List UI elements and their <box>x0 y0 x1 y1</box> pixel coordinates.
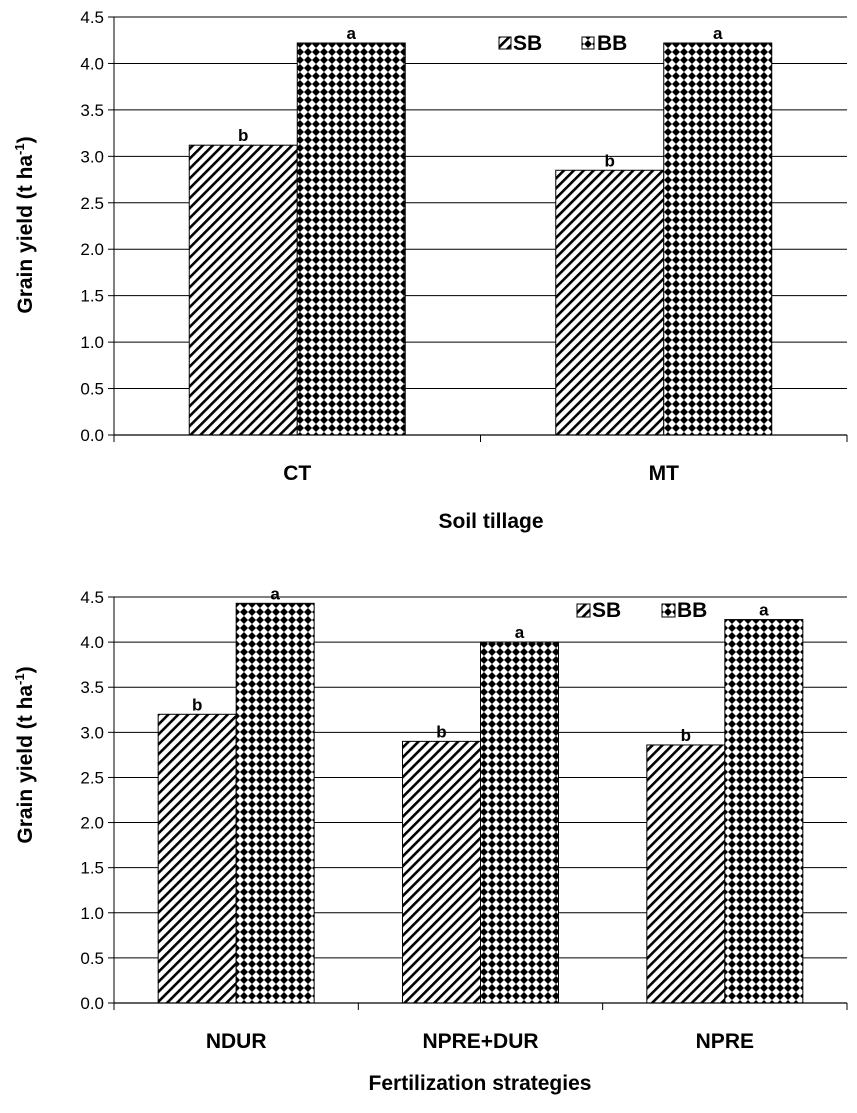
significance-letter: a <box>515 623 525 642</box>
legend-swatch-bb <box>581 36 595 50</box>
significance-letter: b <box>605 151 615 170</box>
y-tick-label: 3.5 <box>80 678 104 697</box>
y-tick-label: 0.0 <box>80 994 104 1013</box>
x-axis-title: Soil tillage <box>438 510 543 533</box>
chart-soil-tillage: Grain yield (t ha-1) b a b a 0.0 0.5 1.0 1.5 2.… <box>12 8 848 533</box>
bar-sb <box>157 713 237 1004</box>
y-tick-label: 0.5 <box>80 380 104 399</box>
significance-letter: b <box>436 722 446 741</box>
significance-letter: a <box>759 601 769 620</box>
significance-letter: b <box>238 126 248 145</box>
chart-fertilization-strategies: Grain yield (t ha-1) b a b a b a 0.0 0.5 1.0 1.5… <box>12 584 848 1095</box>
y-tick-label: 4.0 <box>80 54 104 73</box>
y-tick-label: 1.0 <box>80 904 104 923</box>
legend-swatch-sb <box>498 36 512 50</box>
bar-bb <box>235 602 315 1004</box>
legend-swatch-bb <box>661 603 676 618</box>
y-tick-label: 0.5 <box>80 949 104 968</box>
significance-letter: a <box>347 24 357 43</box>
legend-label-bb: BB <box>677 599 707 622</box>
y-tick-label: 4.5 <box>80 588 104 607</box>
legend-label-bb: BB <box>597 32 627 55</box>
y-tick-label: 1.5 <box>80 287 104 306</box>
bar-sb <box>646 744 726 1004</box>
x-tick-label: CT <box>283 462 311 485</box>
y-tick-label: 4.5 <box>80 8 104 27</box>
legend-label-sb: SB <box>592 599 621 622</box>
bar-sb <box>188 144 298 436</box>
y-tick-label: 1.5 <box>80 859 104 878</box>
y-axis-title: Grain yield (t ha-1) <box>12 666 37 843</box>
y-tick-label: 0.0 <box>80 426 104 445</box>
y-tick-label: 2.5 <box>80 768 104 787</box>
bar-sb <box>402 740 481 1004</box>
y-tick-label: 3.0 <box>80 147 104 166</box>
legend: SB BB <box>576 599 707 622</box>
y-tick-label: 3.5 <box>80 101 104 120</box>
legend-label-sb: SB <box>513 32 542 55</box>
x-tick-label: NDUR <box>206 1030 267 1053</box>
y-tick-label: 3.0 <box>80 723 104 742</box>
significance-letter: b <box>681 726 691 745</box>
significance-letter: b <box>192 695 202 714</box>
legend: SB BB <box>498 32 627 55</box>
y-tick-label: 2.0 <box>80 240 104 259</box>
bar-bb <box>663 42 773 436</box>
bar-sb <box>555 169 665 436</box>
y-tick-label: 1.0 <box>80 333 104 352</box>
bar-bb <box>724 619 804 1004</box>
bar-bb <box>296 42 406 436</box>
significance-letter: a <box>270 584 280 603</box>
x-tick-label: NPRE <box>696 1030 754 1053</box>
y-axis-title: Grain yield (t ha-1) <box>12 136 37 313</box>
bar-bb <box>480 641 559 1004</box>
x-axis-title: Fertilization strategies <box>369 1072 592 1095</box>
significance-letter: a <box>713 24 723 43</box>
x-tick-label: NPRE+DUR <box>422 1030 538 1053</box>
y-tick-label: 2.5 <box>80 194 104 213</box>
y-tick-label: 2.0 <box>80 814 104 833</box>
y-tick-label: 4.0 <box>80 633 104 652</box>
x-tick-label: MT <box>649 462 679 485</box>
legend-swatch-sb <box>576 603 591 618</box>
